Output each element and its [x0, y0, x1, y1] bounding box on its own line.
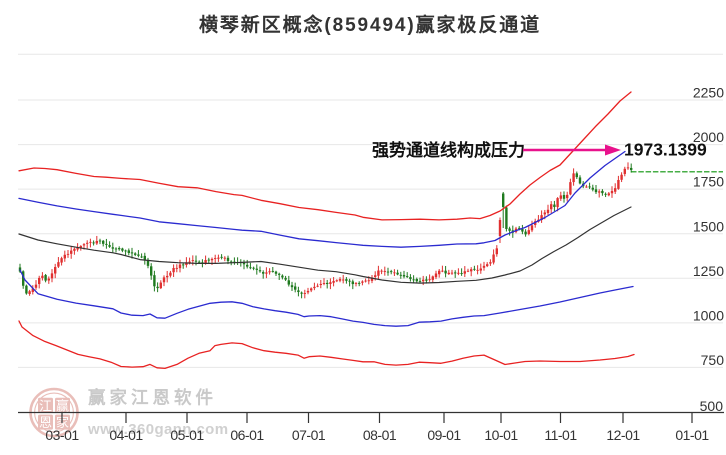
svg-text:1500: 1500: [693, 218, 724, 234]
svg-text:05-01: 05-01: [170, 427, 204, 443]
svg-text:03-01: 03-01: [45, 427, 79, 443]
svg-text:08-01: 08-01: [363, 427, 397, 443]
svg-text:09-01: 09-01: [427, 427, 461, 443]
svg-text:江: 江: [39, 398, 52, 413]
svg-text:恩: 恩: [39, 415, 52, 430]
svg-text:赢家江恩软件: 赢家江恩软件: [88, 388, 217, 408]
svg-text:强势通道线构成压力: 强势通道线构成压力: [372, 140, 525, 160]
svg-text:750: 750: [701, 352, 725, 368]
svg-text:横琴新区概念(859494)赢家极反通道: 横琴新区概念(859494)赢家极反通道: [199, 13, 541, 36]
svg-text:06-01: 06-01: [230, 427, 264, 443]
svg-text:04-01: 04-01: [109, 427, 143, 443]
svg-text:2000: 2000: [693, 129, 724, 145]
svg-text:www.360gann.com: www.360gann.com: [87, 421, 228, 438]
svg-text:10-01: 10-01: [484, 427, 518, 443]
svg-text:07-01: 07-01: [292, 427, 326, 443]
svg-text:01-01: 01-01: [675, 427, 709, 443]
svg-text:1973.1399: 1973.1399: [624, 140, 707, 160]
svg-text:1000: 1000: [693, 308, 724, 324]
svg-text:11-01: 11-01: [544, 427, 577, 443]
svg-text:12-01: 12-01: [606, 427, 640, 443]
svg-text:1250: 1250: [693, 263, 724, 279]
svg-text:1750: 1750: [693, 174, 724, 190]
svg-text:赢: 赢: [56, 398, 69, 413]
svg-text:2250: 2250: [693, 85, 724, 101]
svg-text:500: 500: [700, 398, 724, 414]
